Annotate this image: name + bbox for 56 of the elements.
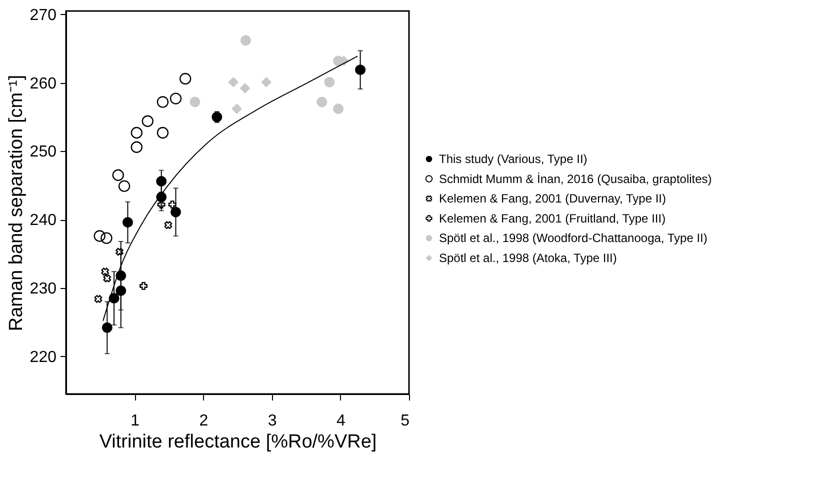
point (156, 126, 169, 139)
y-tick-label: 270 (30, 6, 57, 24)
point (142, 115, 154, 127)
point (168, 200, 176, 209)
legend-label: Kelemen & Fang, 2001 (Duvernay, Type II) (439, 192, 666, 206)
point (333, 104, 344, 114)
point (140, 282, 148, 290)
point (170, 206, 182, 218)
point (122, 217, 133, 228)
point (103, 274, 112, 282)
point (94, 230, 106, 242)
y-axis-title: Raman band separation [cm⁻¹] (6, 74, 27, 332)
point (112, 169, 124, 181)
point (355, 64, 366, 76)
point (228, 76, 239, 88)
point (116, 270, 126, 281)
point (108, 293, 120, 304)
y-tick-label: 260 (30, 75, 57, 92)
point (240, 35, 251, 46)
point (316, 96, 328, 108)
y-tick-label: 220 (30, 348, 57, 366)
legend-label: Kelemen & Fang, 2001 (Fruitland, Type III) (439, 211, 666, 226)
point (164, 221, 172, 229)
point (94, 295, 102, 303)
point (190, 96, 200, 108)
point (157, 200, 166, 209)
point (130, 141, 142, 153)
legend-label: This study (Various, Type II) (439, 152, 588, 166)
point (116, 285, 126, 296)
point (130, 126, 142, 139)
point (324, 76, 335, 88)
y-tick-label: 250 (30, 144, 57, 161)
x-axis-title: Vitrinite reflectance [%Ro/%VRe] (99, 432, 377, 452)
point (116, 248, 124, 256)
point (156, 176, 167, 187)
point (102, 322, 112, 333)
y-tick-label: 230 (30, 280, 57, 298)
point (156, 96, 169, 108)
x-tick-label: 5 (400, 412, 410, 430)
point (170, 92, 182, 104)
y-tick-label: 240 (30, 212, 57, 230)
point (212, 112, 222, 122)
point (101, 268, 110, 276)
point (100, 232, 112, 244)
x-tick-label: 1 (130, 412, 140, 430)
legend-label: Spötl et al., 1998 (Atoka, Type III) (439, 251, 617, 265)
point (232, 104, 242, 114)
legend-label: Schmidt Mumm & İnan, 2016 (Qusaiba, graptolites) (439, 172, 712, 186)
x-tick-label: 3 (268, 412, 277, 430)
legend-label: Spötl et al., 1998 (Woodford-Chattanooga, Type II) (439, 231, 708, 246)
point (261, 76, 272, 88)
x-tick-label: 2 (199, 412, 208, 430)
point (180, 72, 192, 85)
x-tick-label: 4 (336, 412, 346, 430)
point (240, 83, 250, 94)
point (118, 180, 130, 192)
